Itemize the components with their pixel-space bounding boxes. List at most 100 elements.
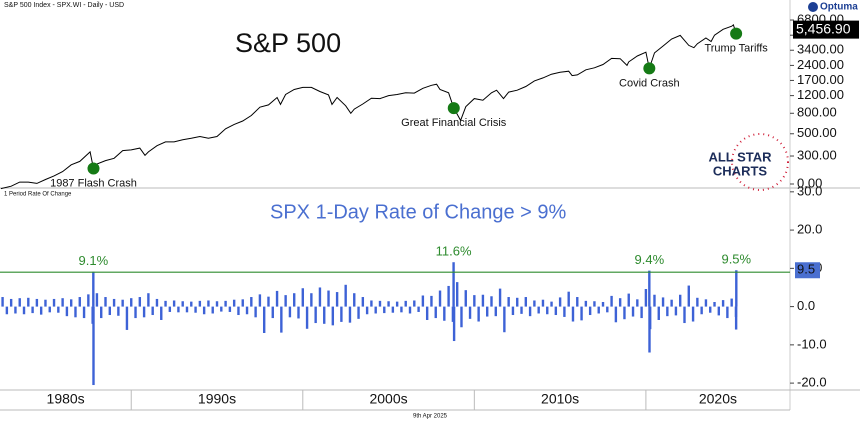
roc-bar [726,306,729,319]
roc-bar [335,292,339,307]
roc-bar [177,306,180,313]
roc-bar [202,306,206,315]
roc-bar [44,299,47,307]
roc-bar [636,299,639,307]
roc-bar [606,306,609,313]
y-tick-label: -10.0 [797,336,827,351]
vendor-icon [808,2,818,12]
roc-bar [267,296,270,307]
roc-bar [413,300,416,307]
roc-bar [614,306,618,323]
x-tick-label: 2020s [699,391,737,407]
roc-bar [198,300,202,307]
roc-bar [9,298,13,307]
chart-title: S&P 500 [235,28,341,58]
roc-bar [305,306,309,329]
roc-bar [374,306,377,314]
roc-bar [275,290,279,307]
logo-line: ALL STAR [708,149,772,164]
roc-bar [404,300,407,307]
roc-bar [211,306,214,314]
roc-bar [121,299,124,307]
roc-bar [567,291,570,307]
roc-bar [134,306,137,319]
last-value-box [795,262,820,279]
roc-bar [228,306,232,312]
roc-bar [35,298,39,307]
roc-bar [443,306,446,321]
roc-bar [546,306,549,315]
event-label: Covid Crash [619,77,680,89]
roc-bar [125,306,129,330]
roc-bar [395,301,399,307]
roc-bar [524,297,528,307]
roc-bar [92,271,95,307]
roc-bar [541,299,545,307]
roc-bar [713,302,716,307]
roc-bar [293,293,296,307]
roc-bar [653,294,656,307]
roc-bar [550,301,553,307]
roc-bar [644,289,648,307]
roc-bar [494,306,497,317]
roc-bar [528,306,532,317]
roc-bar [65,306,69,317]
roc-bar [31,306,34,314]
roc-bar [473,295,476,307]
header: S&P 500 Index - SPX.WI - Daily - USD [4,2,124,9]
roc-bar [623,306,626,320]
roc-bar [661,297,665,307]
y-tick-label: -20.0 [797,375,827,390]
price-box [793,20,859,39]
y-tick-label: 20.0 [797,222,822,237]
roc-bar [734,306,738,330]
roc-bar [232,299,236,307]
roc-bar [348,306,352,323]
roc-bar [593,301,596,307]
y-tick-label: 30.0 [797,183,822,198]
roc-bar [100,306,103,319]
roc-bar [301,288,304,307]
price-box-label: 5,456.90 [796,20,851,36]
last-value-label: 9.5 [797,262,815,277]
roc-bar [314,306,317,324]
roc-bar [155,298,159,307]
roc-bar [447,285,450,307]
roc-bar [584,300,588,307]
roc-bar [5,306,9,315]
y-tick-label: 500.00 [797,125,837,140]
roc-bar [323,306,326,324]
x-tick-label: 2000s [369,391,407,407]
roc-bar [430,295,433,307]
roc-bar [610,295,613,307]
roc-bar [327,290,330,307]
x-tick-label: 1980s [47,391,85,407]
roc-bar [271,306,274,319]
roc-bar [507,297,510,307]
roc-bar [704,299,708,307]
roc-bar [220,306,223,312]
roc-bar [1,297,4,307]
roc-bar [254,306,257,318]
event-marker [730,27,743,40]
roc-bar [340,306,343,322]
roc-bar [408,306,412,314]
roc-bar [57,306,60,313]
roc-bar [451,306,455,322]
roc-bar [27,297,30,307]
roc-bar [455,282,459,307]
logo-stars [731,133,789,191]
roc-bar [48,306,51,313]
price-line [0,23,737,190]
roc-bar [194,306,197,313]
roc-bar [95,293,99,307]
roc-bar [78,297,81,307]
roc-bar [69,299,73,307]
roc-bar [172,300,176,307]
y-tick-label: 1700.00 [797,72,844,87]
roc-bar [87,294,90,307]
roc-bar [648,306,651,353]
roc-bar [52,298,56,307]
roc-bar [245,306,249,315]
roc-bar [280,306,283,333]
